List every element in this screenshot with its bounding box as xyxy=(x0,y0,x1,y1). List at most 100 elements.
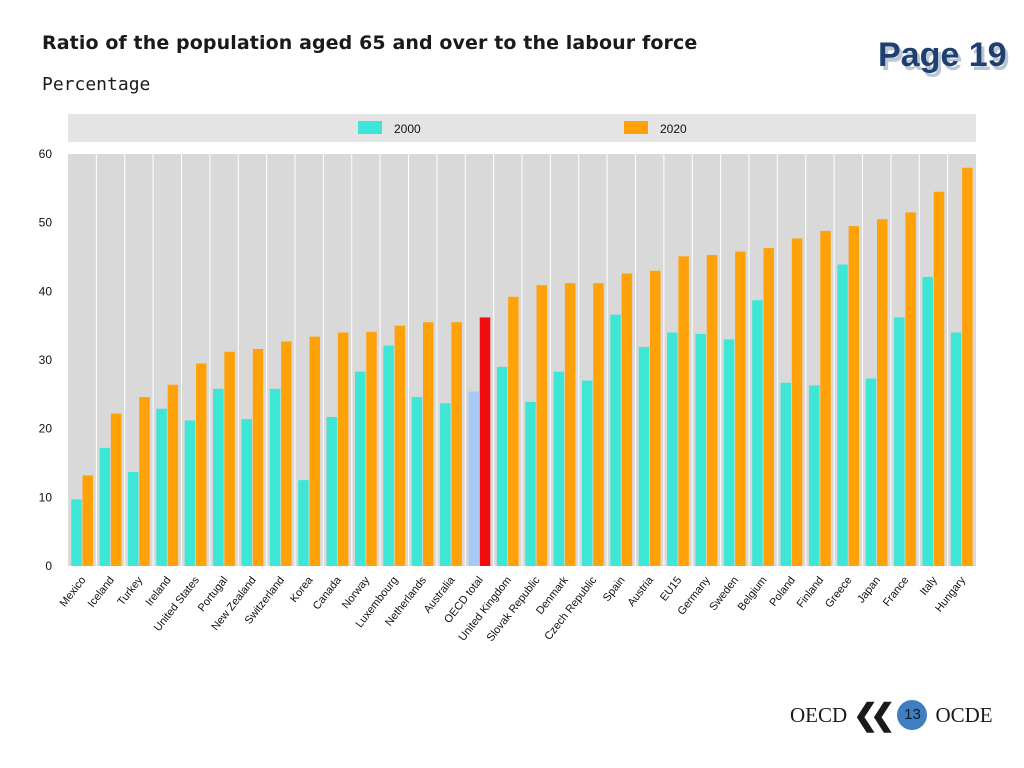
bar-2020 xyxy=(933,191,945,566)
bar-2000 xyxy=(525,401,536,566)
bar-2000 xyxy=(667,332,678,566)
y-tick-label: 20 xyxy=(39,422,53,436)
bar-2020 xyxy=(962,167,973,566)
bar-2000 xyxy=(269,388,281,566)
x-tick-label: Austria xyxy=(626,574,657,609)
footer-logo: OECD ❮❮ 13 OCDE xyxy=(790,698,993,732)
x-tick-label: Iceland xyxy=(86,574,117,609)
bar-2020 xyxy=(508,296,519,566)
bar-2020 xyxy=(309,336,320,566)
bar-2000 xyxy=(638,346,650,566)
bar-2020 xyxy=(621,273,633,566)
legend-background xyxy=(68,114,976,142)
bar-2020 xyxy=(479,317,491,566)
bar-2020 xyxy=(252,349,264,566)
bar-2000 xyxy=(752,300,763,566)
x-tick-label: Japan xyxy=(855,574,883,605)
bar-2020 xyxy=(735,251,746,567)
bar-2000 xyxy=(213,388,224,566)
bar-2000 xyxy=(440,403,451,566)
x-tick-label: Finland xyxy=(795,574,827,610)
bar-2020 xyxy=(337,332,349,566)
bar-2020 xyxy=(820,230,831,566)
legend-label-2000: 2000 xyxy=(394,122,421,136)
bar-2020 xyxy=(110,413,122,566)
bar-2020 xyxy=(224,351,235,566)
bar-2020 xyxy=(451,322,462,566)
bar-2020 xyxy=(536,285,547,566)
bar-2020 xyxy=(82,475,93,566)
legend: 2000 2020 xyxy=(68,114,976,142)
bar-2000 xyxy=(71,499,82,566)
bar-2000 xyxy=(723,339,735,566)
bar-2000 xyxy=(354,371,366,566)
x-tick-label: France xyxy=(881,574,912,608)
bars xyxy=(71,167,973,567)
footer-ocde-text: OCDE xyxy=(935,702,993,727)
bar-2000 xyxy=(184,420,196,566)
bar-2020 xyxy=(706,254,718,566)
chart-subtitle: Percentage xyxy=(42,74,151,95)
bar-2000 xyxy=(411,397,423,566)
bar-2020 xyxy=(281,341,292,566)
chart-title: Ratio of the population aged 65 and over… xyxy=(42,32,698,54)
bar-2000 xyxy=(156,408,167,566)
bar-2000 xyxy=(581,380,593,566)
page-number: 13 xyxy=(897,700,928,730)
x-tick-label: Turkey xyxy=(115,574,145,608)
x-tick-label: Poland xyxy=(767,574,798,608)
bar-2000 xyxy=(127,471,139,566)
bar-2000 xyxy=(894,317,905,566)
bar-2020 xyxy=(394,325,406,566)
bar-2000 xyxy=(950,332,962,566)
bar-2020 xyxy=(196,363,207,566)
bar-2000 xyxy=(865,378,877,566)
y-tick-label: 50 xyxy=(39,216,53,230)
x-tick-label: Mexico xyxy=(58,574,89,609)
y-tick-label: 40 xyxy=(39,284,53,298)
bar-2020 xyxy=(678,256,689,566)
x-tick-label: Greece xyxy=(823,574,855,610)
bar-2000 xyxy=(241,419,252,566)
double-chevron-icon: ❮❮ xyxy=(853,698,895,732)
legend-swatch-2020 xyxy=(624,121,648,134)
bar-2020 xyxy=(366,331,377,566)
bar-2020 xyxy=(791,238,803,566)
bar-2000 xyxy=(837,264,848,566)
bar-2020 xyxy=(650,270,661,566)
page-badge: Page 19 xyxy=(878,36,1007,74)
x-tick-label: Korea xyxy=(288,574,316,605)
bar-2000 xyxy=(383,345,394,566)
bar-2020 xyxy=(763,248,774,566)
bar-2000 xyxy=(298,480,309,566)
y-tick-label: 10 xyxy=(39,490,53,504)
bar-2020 xyxy=(564,283,576,566)
bar-2000 xyxy=(808,385,820,566)
bar-2020 xyxy=(848,226,860,566)
legend-label-2020: 2020 xyxy=(660,122,687,136)
x-tick-label: EU15 xyxy=(658,574,684,603)
bar-2020 xyxy=(905,212,916,566)
bar-2000 xyxy=(922,276,933,566)
bar-2000 xyxy=(553,371,565,566)
bar-2000 xyxy=(610,314,621,566)
y-tick-label: 0 xyxy=(45,559,52,573)
legend-swatch-2000 xyxy=(358,121,382,134)
y-axis: 0 10 20 30 40 50 60 xyxy=(39,147,53,573)
bar-2020 xyxy=(877,219,888,566)
x-tick-label: Spain xyxy=(601,574,628,604)
bar-2020 xyxy=(423,322,434,566)
bar-2000 xyxy=(695,333,706,566)
bar-2020 xyxy=(167,384,179,566)
bar-2000 xyxy=(496,366,508,566)
footer-oecd-text: OECD xyxy=(790,702,848,727)
bar-2000 xyxy=(468,391,479,566)
bar-2020 xyxy=(139,397,150,566)
bar-2000 xyxy=(780,382,792,566)
bar-2020 xyxy=(593,283,604,566)
x-tick-label: Czech Republic xyxy=(542,574,599,642)
x-tick-label: Italy xyxy=(918,574,940,598)
y-tick-label: 30 xyxy=(39,353,53,367)
bar-2000 xyxy=(99,447,111,566)
